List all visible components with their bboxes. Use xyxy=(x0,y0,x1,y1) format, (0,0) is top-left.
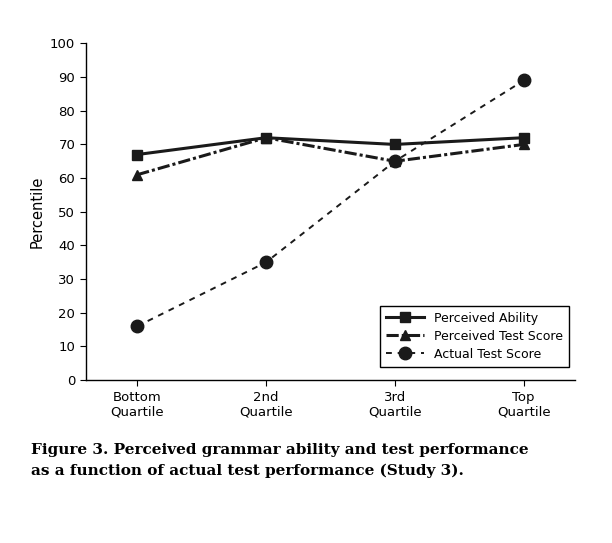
Actual Test Score xyxy=(133,323,141,330)
Perceived Ability xyxy=(391,141,398,148)
Perceived Ability xyxy=(133,151,141,158)
Y-axis label: Percentile: Percentile xyxy=(29,175,45,248)
Perceived Ability xyxy=(520,135,528,141)
Perceived Test Score xyxy=(263,135,270,141)
Actual Test Score xyxy=(520,77,528,84)
Perceived Test Score xyxy=(391,158,398,165)
Perceived Test Score xyxy=(520,141,528,148)
Line: Perceived Ability: Perceived Ability xyxy=(132,133,529,160)
Perceived Ability xyxy=(263,135,270,141)
Actual Test Score xyxy=(263,259,270,266)
Line: Actual Test Score: Actual Test Score xyxy=(131,74,530,332)
Text: Figure 3. Perceived grammar ability and test performance
as a function of actual: Figure 3. Perceived grammar ability and … xyxy=(31,443,528,478)
Actual Test Score xyxy=(391,158,398,165)
Perceived Test Score xyxy=(133,172,141,178)
Line: Perceived Test Score: Perceived Test Score xyxy=(132,133,529,180)
Legend: Perceived Ability, Perceived Test Score, Actual Test Score: Perceived Ability, Perceived Test Score,… xyxy=(380,306,569,367)
